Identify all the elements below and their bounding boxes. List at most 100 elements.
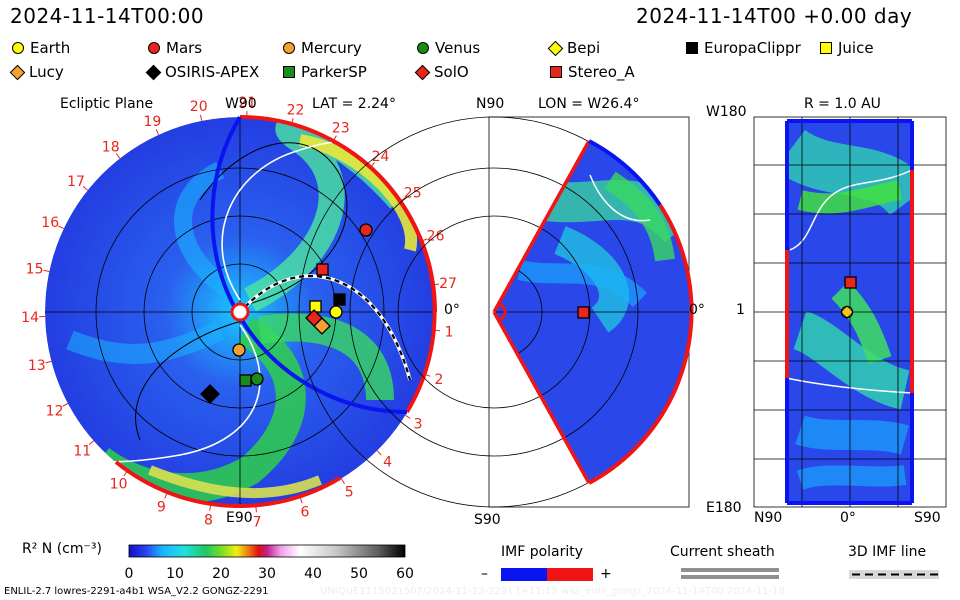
carrington-tick-label: 8: [204, 513, 213, 529]
circle-icon: [283, 42, 295, 54]
carrington-tick-label: 22: [287, 103, 305, 119]
carrington-tick-mark: [340, 478, 345, 484]
legend-item-juice: Juice: [820, 39, 874, 57]
legend-label: ParkerSP: [301, 63, 367, 81]
lat-label: LAT = 2.24°: [312, 96, 396, 112]
legend-label: Venus: [435, 39, 481, 57]
carrington-tick-label: 23: [332, 121, 350, 137]
radial-title: R = 1.0 AU: [804, 96, 881, 112]
legend-item-lucy: Lucy: [9, 63, 64, 81]
elapsed-time: 2024-11-14T00 +0.00 day: [636, 4, 913, 28]
current-sheath-line-1: [681, 568, 779, 572]
circle-icon: [12, 42, 24, 54]
carrington-tick-mark: [164, 492, 168, 499]
carrington-tick-mark: [299, 497, 303, 504]
carrington-tick-label: 27: [439, 276, 457, 292]
radial-bottom-left: E180: [706, 500, 742, 516]
carrington-tick-mark: [291, 118, 294, 125]
legend-label: EuropaClippr: [704, 39, 801, 57]
legend-label: Bepi: [567, 39, 601, 57]
ecliptic-bottom-label: E90: [226, 510, 253, 526]
carrington-tick-mark: [405, 414, 411, 419]
legend-item-europaclippr: EuropaClippr: [686, 39, 801, 57]
carrington-tick-mark: [421, 238, 428, 242]
carrington-tick-mark: [155, 129, 160, 136]
colorbar-tick-label: 20: [212, 566, 230, 582]
carrington-tick-label: 25: [404, 186, 422, 202]
carrington-tick-mark: [115, 153, 121, 159]
square-icon: [686, 42, 698, 54]
legend-item-parkersp: ParkerSP: [283, 63, 367, 81]
legend-item-earth: Earth: [12, 39, 70, 57]
imf-plus-bar: [547, 568, 593, 581]
carrington-tick-label: 15: [26, 261, 44, 277]
legend-label: Mars: [166, 39, 203, 57]
circle-icon: [148, 42, 160, 54]
carrington-tick-label: 18: [102, 140, 120, 156]
legend-label: Lucy: [29, 63, 64, 81]
carrington-tick-mark: [200, 114, 203, 121]
carrington-tick-label: 17: [67, 174, 85, 190]
colorbar-label: R² N (cm⁻³): [22, 541, 102, 557]
meridional-bottom-label: S90: [474, 512, 501, 528]
colorbar-tick-label: 50: [350, 566, 368, 582]
carrington-tick-mark: [434, 329, 441, 332]
europa-clipper-marker: [333, 293, 346, 306]
carrington-tick-label: 9: [157, 500, 166, 516]
current-sheath-line-2: [681, 575, 779, 579]
earth-marker: [329, 305, 343, 319]
legend-label: Earth: [30, 39, 71, 57]
radial-tick-n90: N90: [754, 510, 783, 526]
carrington-tick-mark: [43, 269, 50, 272]
carrington-tick-label: 21: [238, 95, 256, 111]
radial-tick-0: 0°: [840, 510, 856, 526]
imf-line-label: 3D IMF line: [848, 544, 927, 560]
circle-icon: [417, 42, 429, 54]
carrington-tick-label: 19: [143, 114, 161, 130]
carrington-tick-label: 5: [345, 484, 354, 500]
ecliptic-title: Ecliptic Plane: [60, 96, 154, 112]
colorbar-tick-label: 40: [304, 566, 322, 582]
legend-item-venus: Venus: [417, 39, 480, 57]
square-icon: [550, 66, 562, 78]
carrington-tick-label: 24: [372, 149, 390, 165]
carrington-tick-mark: [123, 470, 128, 477]
ecliptic-top-label: W90: [225, 96, 257, 112]
start-time: 2024-11-14T00:00: [10, 4, 205, 28]
legend-label: Stereo_A: [568, 63, 635, 81]
square-icon: [283, 66, 295, 78]
meridional-top-label: N90: [476, 96, 505, 112]
colorbar: 0 10 20 30 40 50 60: [125, 544, 414, 582]
stereo-a-radial-marker: [844, 276, 857, 289]
carrington-tick-label: 2: [435, 372, 444, 388]
ecliptic-markers: [200, 223, 373, 404]
legend-item-stereo-a: Stereo_A: [550, 63, 635, 81]
legend-item-solo: SolO: [414, 63, 469, 81]
carrington-tick-label: 10: [110, 476, 128, 492]
carrington-tick-label: 16: [41, 215, 59, 231]
carrington-tick-mark: [88, 440, 94, 446]
current-sheath-label: Current sheath: [670, 544, 775, 560]
radial-top-left: W180: [706, 104, 747, 120]
carrington-tick-mark: [209, 504, 212, 511]
radial-tick-s90: S90: [914, 510, 941, 526]
imf-plus-label: +: [600, 566, 612, 582]
legend-label: OSIRIS-APEX: [165, 63, 260, 81]
legend-item-mercury: Mercury: [283, 39, 362, 57]
radial-mid-left: 1: [736, 302, 745, 318]
legend-item-osiris-apex: OSIRIS-APEX: [145, 63, 260, 81]
carrington-tick-label: 12: [46, 404, 64, 420]
legend-label: Juice: [838, 39, 874, 57]
legend-label: Mercury: [301, 39, 362, 57]
carrington-tick-mark: [433, 283, 440, 286]
carrington-tick-label: 7: [253, 514, 262, 530]
imf-minus-label: –: [481, 566, 488, 582]
imf-polarity-label: IMF polarity: [501, 544, 584, 560]
venus-marker: [250, 372, 264, 386]
footer-left: ENLIL-2.7 lowres-2291-a4b1 WSA_V2.2 GONG…: [4, 586, 269, 597]
legend-item-mars: Mars: [148, 39, 202, 57]
stereo-a-marker: [316, 263, 329, 276]
legend-item-bepi: Bepi: [547, 39, 601, 57]
colorbar-tick-label: 30: [258, 566, 276, 582]
imf-minus-bar: [501, 568, 547, 581]
